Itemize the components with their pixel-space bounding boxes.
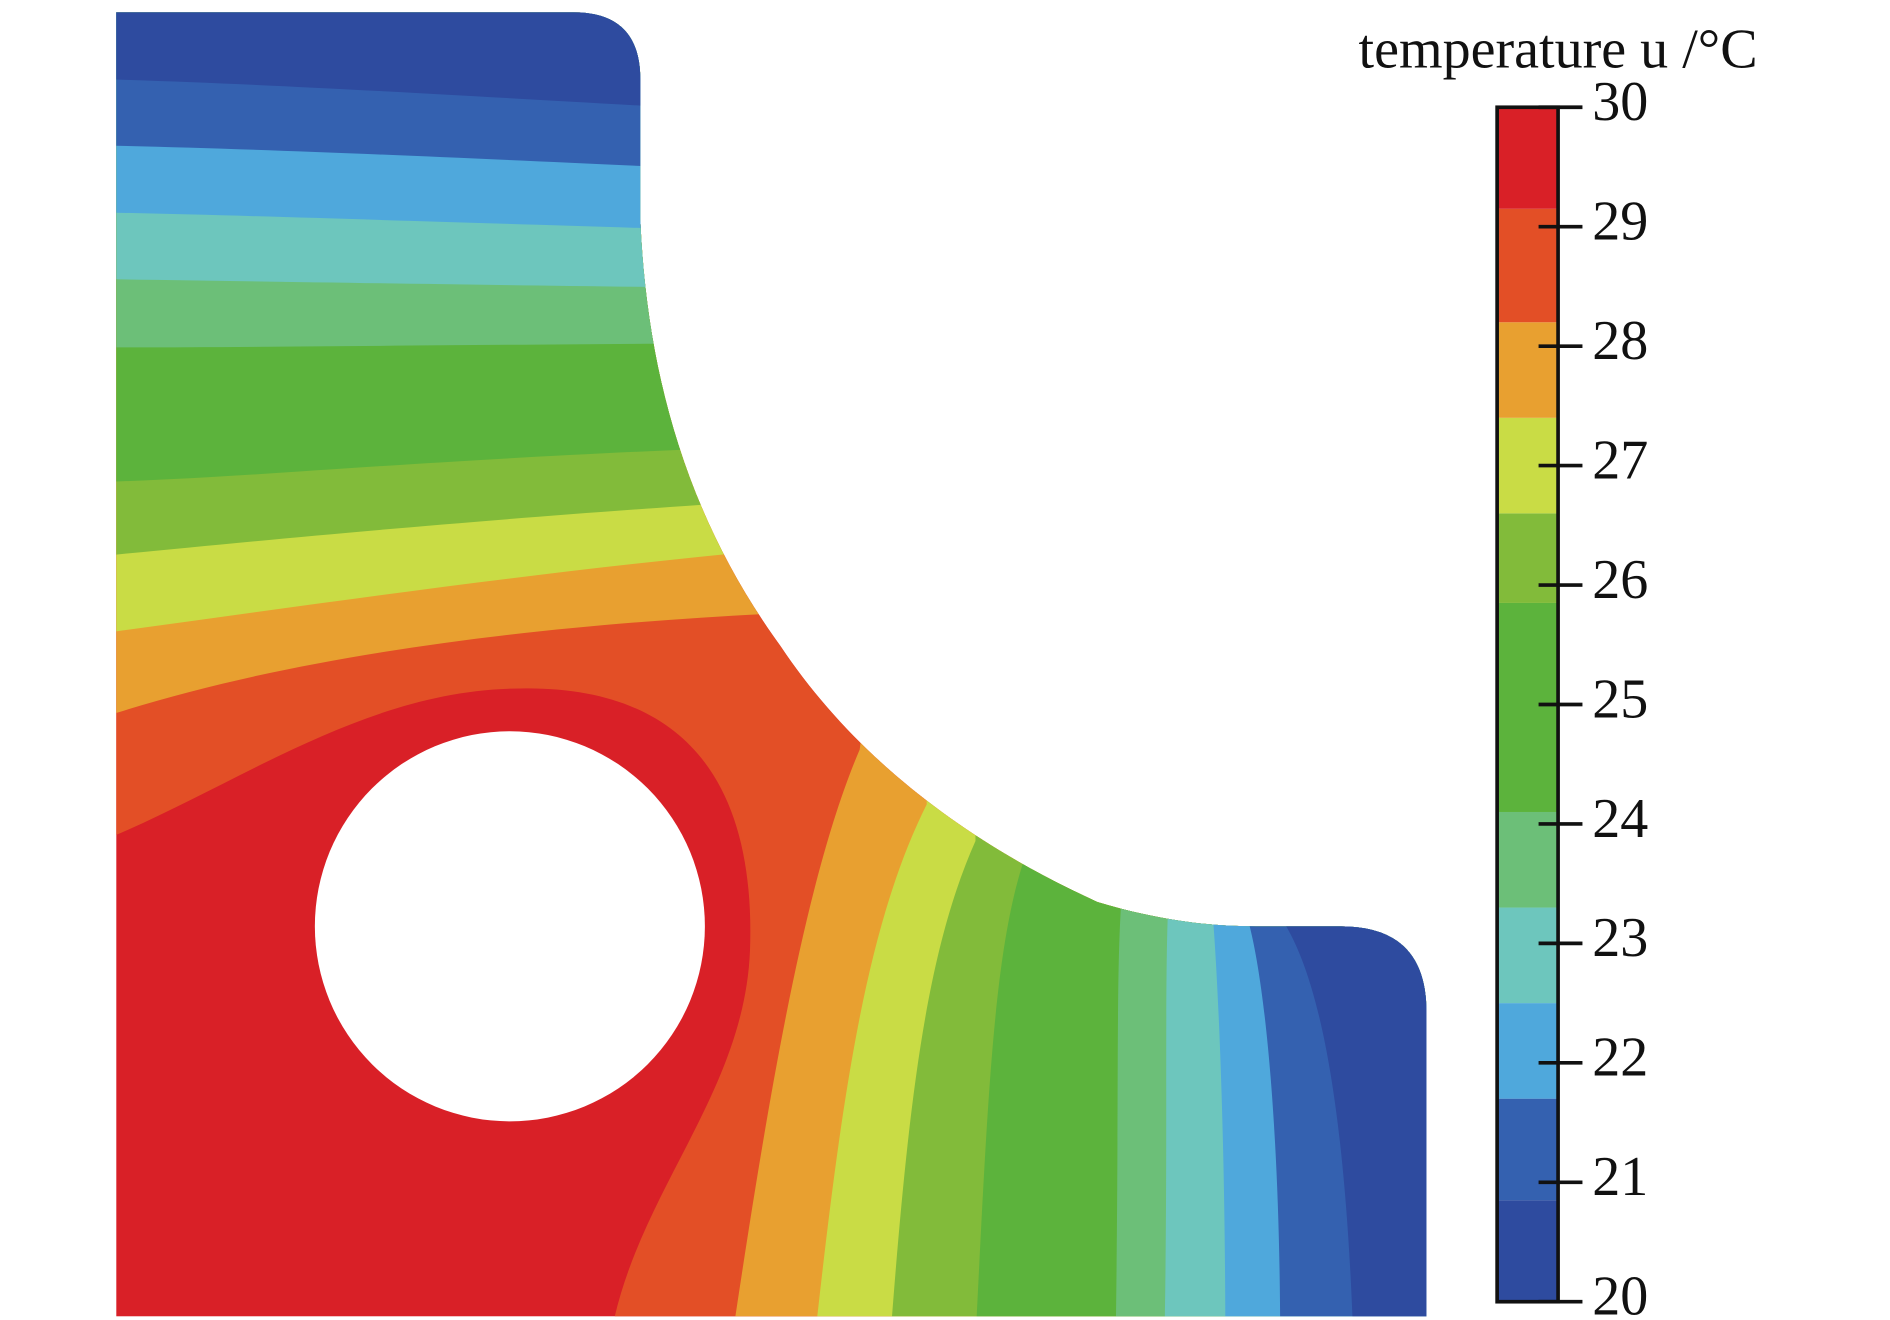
tick-label: 25	[1592, 668, 1648, 730]
colorbar-band	[1497, 811, 1559, 908]
tick-label: 21	[1592, 1146, 1648, 1208]
tick-label: 20	[1592, 1266, 1648, 1320]
tick-label: 22	[1592, 1027, 1648, 1089]
colorbar-band	[1497, 1200, 1559, 1302]
tick-label: 29	[1592, 191, 1648, 253]
hole	[314, 731, 705, 1122]
colorbar-band	[1497, 1003, 1559, 1099]
colorbar-band	[1497, 1098, 1559, 1201]
tick-label: 28	[1592, 310, 1648, 372]
colorbar-band	[1497, 513, 1559, 603]
colorbar-label: temperature u /°C	[1359, 19, 1758, 81]
colorbar-band	[1497, 107, 1559, 209]
tick-label: 30	[1592, 71, 1648, 133]
colorbar-band	[1497, 907, 1559, 1004]
tick-label: 26	[1592, 549, 1648, 611]
colorbar-band	[1497, 602, 1559, 812]
tick-label: 27	[1592, 429, 1648, 491]
tick-label: 24	[1592, 788, 1648, 850]
tick-label: 23	[1592, 907, 1648, 969]
colorbar: 20 21 22 23 24 25 26 27 28 29 30	[1495, 71, 1648, 1320]
colorbar-band	[1497, 322, 1559, 418]
